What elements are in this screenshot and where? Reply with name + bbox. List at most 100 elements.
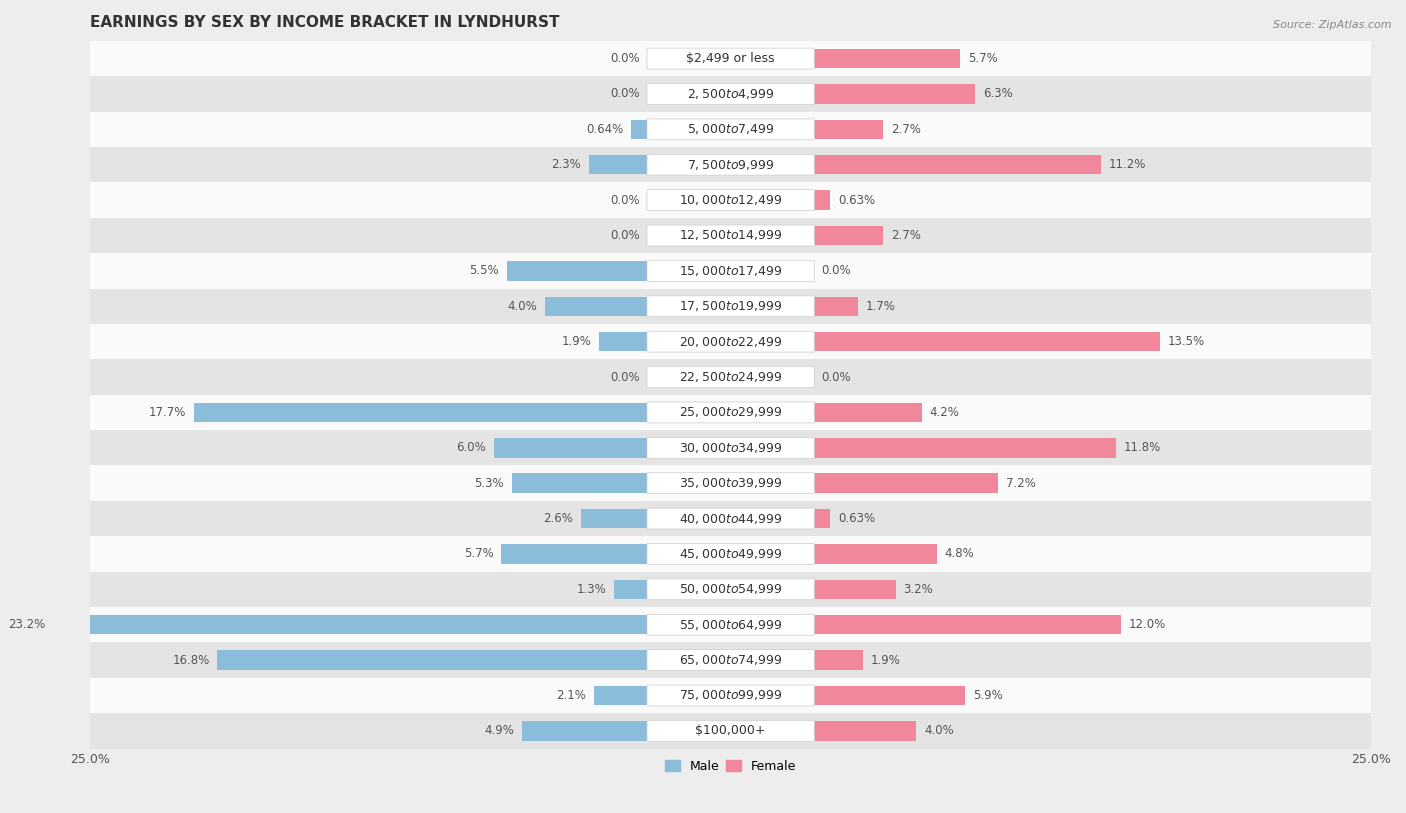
Text: EARNINGS BY SEX BY INCOME BRACKET IN LYNDHURST: EARNINGS BY SEX BY INCOME BRACKET IN LYN… xyxy=(90,15,560,30)
Bar xyxy=(581,509,648,528)
Bar xyxy=(814,49,960,68)
Bar xyxy=(90,111,1371,147)
Text: 5.9%: 5.9% xyxy=(973,689,1002,702)
Bar xyxy=(90,466,1371,501)
Text: 17.7%: 17.7% xyxy=(149,406,187,419)
FancyBboxPatch shape xyxy=(647,48,814,69)
Text: 5.3%: 5.3% xyxy=(474,476,503,489)
Text: $100,000+: $100,000+ xyxy=(696,724,766,737)
Bar xyxy=(614,580,648,599)
Text: 23.2%: 23.2% xyxy=(8,618,45,631)
Bar xyxy=(546,297,648,316)
Text: 4.8%: 4.8% xyxy=(945,547,974,560)
Text: 0.0%: 0.0% xyxy=(610,229,640,242)
Text: $75,000 to $99,999: $75,000 to $99,999 xyxy=(679,689,783,702)
Bar xyxy=(814,650,863,670)
Legend: Male, Female: Male, Female xyxy=(659,754,801,778)
FancyBboxPatch shape xyxy=(647,296,814,317)
Text: 0.0%: 0.0% xyxy=(610,88,640,101)
Bar xyxy=(814,85,976,104)
Bar xyxy=(593,685,648,705)
Text: 3.2%: 3.2% xyxy=(904,583,934,596)
Bar xyxy=(90,253,1371,289)
FancyBboxPatch shape xyxy=(647,685,814,706)
Text: $2,499 or less: $2,499 or less xyxy=(686,52,775,65)
Text: $20,000 to $22,499: $20,000 to $22,499 xyxy=(679,335,783,349)
FancyBboxPatch shape xyxy=(647,119,814,140)
Text: 4.2%: 4.2% xyxy=(929,406,959,419)
Bar xyxy=(502,544,648,563)
Text: 13.5%: 13.5% xyxy=(1167,335,1205,348)
Bar xyxy=(631,120,648,139)
Text: 2.1%: 2.1% xyxy=(557,689,586,702)
Text: $17,500 to $19,999: $17,500 to $19,999 xyxy=(679,299,783,313)
Text: 2.7%: 2.7% xyxy=(891,123,921,136)
FancyBboxPatch shape xyxy=(647,544,814,564)
Text: 0.0%: 0.0% xyxy=(610,193,640,207)
Bar xyxy=(90,147,1371,182)
FancyBboxPatch shape xyxy=(647,189,814,211)
Bar xyxy=(494,438,648,458)
Bar xyxy=(90,642,1371,678)
FancyBboxPatch shape xyxy=(647,579,814,600)
Text: Source: ZipAtlas.com: Source: ZipAtlas.com xyxy=(1274,20,1392,30)
Text: 0.63%: 0.63% xyxy=(838,512,875,525)
Text: $25,000 to $29,999: $25,000 to $29,999 xyxy=(679,406,782,420)
Text: 4.0%: 4.0% xyxy=(924,724,953,737)
Text: $30,000 to $34,999: $30,000 to $34,999 xyxy=(679,441,783,454)
Bar xyxy=(90,324,1371,359)
Text: $5,000 to $7,499: $5,000 to $7,499 xyxy=(688,122,775,137)
Bar xyxy=(814,226,883,246)
Bar xyxy=(90,395,1371,430)
Text: 1.3%: 1.3% xyxy=(576,583,606,596)
Text: $55,000 to $64,999: $55,000 to $64,999 xyxy=(679,618,783,632)
Text: 5.5%: 5.5% xyxy=(470,264,499,277)
Bar xyxy=(90,289,1371,324)
Bar xyxy=(814,685,965,705)
Text: 6.3%: 6.3% xyxy=(983,88,1012,101)
Text: $35,000 to $39,999: $35,000 to $39,999 xyxy=(679,476,783,490)
Text: $12,500 to $14,999: $12,500 to $14,999 xyxy=(679,228,783,242)
Text: 5.7%: 5.7% xyxy=(464,547,494,560)
Bar xyxy=(90,218,1371,253)
Bar xyxy=(90,713,1371,749)
Text: $15,000 to $17,499: $15,000 to $17,499 xyxy=(679,264,783,278)
Bar xyxy=(814,509,830,528)
Bar xyxy=(90,607,1371,642)
Bar xyxy=(53,615,648,634)
Bar xyxy=(512,473,648,493)
Text: $45,000 to $49,999: $45,000 to $49,999 xyxy=(679,547,783,561)
Bar xyxy=(814,297,858,316)
Text: 0.0%: 0.0% xyxy=(610,52,640,65)
Bar xyxy=(814,332,1160,351)
FancyBboxPatch shape xyxy=(647,331,814,352)
Text: $7,500 to $9,999: $7,500 to $9,999 xyxy=(688,158,775,172)
FancyBboxPatch shape xyxy=(647,615,814,635)
Text: $50,000 to $54,999: $50,000 to $54,999 xyxy=(679,582,783,596)
Text: 16.8%: 16.8% xyxy=(173,654,209,667)
Text: 0.0%: 0.0% xyxy=(610,371,640,384)
Text: 11.2%: 11.2% xyxy=(1108,159,1146,172)
Text: 4.9%: 4.9% xyxy=(485,724,515,737)
FancyBboxPatch shape xyxy=(647,84,814,104)
Bar xyxy=(90,430,1371,466)
Bar xyxy=(814,544,936,563)
FancyBboxPatch shape xyxy=(647,437,814,459)
FancyBboxPatch shape xyxy=(647,225,814,246)
FancyBboxPatch shape xyxy=(647,367,814,388)
Bar xyxy=(90,41,1371,76)
Text: 6.0%: 6.0% xyxy=(457,441,486,454)
FancyBboxPatch shape xyxy=(647,508,814,529)
Text: $65,000 to $74,999: $65,000 to $74,999 xyxy=(679,653,783,667)
Bar xyxy=(814,402,921,422)
Text: 11.8%: 11.8% xyxy=(1123,441,1161,454)
Bar xyxy=(814,580,896,599)
Bar xyxy=(814,615,1122,634)
Bar xyxy=(90,182,1371,218)
Bar xyxy=(90,572,1371,607)
Bar xyxy=(90,501,1371,537)
FancyBboxPatch shape xyxy=(647,720,814,741)
Bar xyxy=(814,155,1101,175)
FancyBboxPatch shape xyxy=(647,402,814,423)
Bar xyxy=(194,402,648,422)
